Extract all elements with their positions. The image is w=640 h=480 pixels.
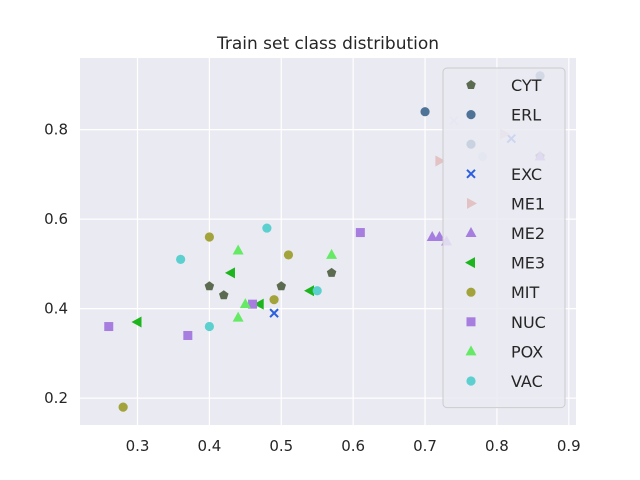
legend: CYT ERL EXC ME1 ME2 ME3 MIT NUC POX VAC (442, 67, 566, 409)
legend-label-erl: ERL (511, 106, 541, 125)
data-point-me2 (426, 231, 438, 242)
legend-marker-exc (466, 169, 476, 179)
legend-label-nuc: NUC (511, 313, 546, 332)
data-point-cyt (326, 267, 337, 277)
data-point-nuc (183, 330, 193, 340)
x-tick-label: 0.3 (126, 437, 150, 455)
data-point-vac (262, 223, 272, 233)
data-point-erl (420, 107, 430, 117)
data-point-nuc (355, 228, 365, 238)
legend-label-vac: VAC (511, 372, 543, 391)
tick-labels: 0.3 0.4 0.5 0.6 0.7 0.8 0.9 0.2 0.4 0.6 0.8 (44, 121, 581, 455)
data-point-pox (232, 244, 244, 255)
legend-marker-me1 (467, 197, 477, 209)
legend-marker-cyt (466, 80, 476, 90)
x-tick-label: 0.7 (413, 437, 437, 455)
x-tick-label: 0.6 (341, 437, 365, 455)
legend-marker-me3 (465, 257, 475, 269)
data-point-me3 (304, 285, 315, 297)
data-point-me3 (224, 267, 235, 279)
data-point-vac (312, 286, 322, 296)
data-point-mit (204, 232, 214, 242)
y-tick-label: 0.6 (44, 210, 68, 228)
x-tick-label: 0.8 (485, 437, 509, 455)
data-point-cyt (219, 290, 229, 300)
legend-label-mit: MIT (511, 283, 540, 302)
data-point-mit (283, 250, 294, 260)
data-point-mit (269, 295, 279, 305)
data-point-me3 (253, 298, 264, 310)
data-point-exc (269, 308, 279, 318)
legend-label-pox: POX (511, 342, 543, 361)
data-point-nuc (104, 322, 114, 332)
legend-marker-vac (466, 376, 476, 386)
legend-label-me1: ME1 (511, 194, 545, 213)
data-point-mit (118, 402, 128, 412)
chart-title: Train set class distribution (216, 34, 439, 54)
data-point-nuc (248, 299, 258, 309)
legend-marker-mit (466, 287, 476, 297)
x-tick-label: 0.9 (557, 437, 581, 455)
data-point-me2 (433, 231, 445, 242)
data-point-me1 (435, 155, 446, 167)
legend-marker-nuc (466, 317, 476, 327)
y-tick-label: 0.2 (44, 389, 68, 407)
y-tick-label: 0.4 (44, 300, 68, 318)
data-point-pox (326, 248, 338, 259)
data-point-me3 (131, 316, 142, 328)
legend-label-cyt: CYT (511, 76, 542, 95)
data-point-vac (176, 254, 186, 265)
legend-label-me2: ME2 (511, 224, 545, 243)
legend-marker-erl (466, 110, 476, 120)
x-tick-label: 0.4 (197, 437, 221, 455)
legend-box (442, 67, 566, 409)
legend-marker-me2 (465, 227, 477, 237)
legend-marker-unnamed (466, 139, 476, 149)
legend-marker-pox (465, 345, 477, 356)
data-point-pox (232, 311, 244, 322)
data-point-cyt (204, 281, 215, 291)
y-tick-label: 0.8 (44, 121, 68, 139)
data-point-cyt (276, 281, 287, 291)
data-point-vac (204, 321, 214, 332)
x-tick-label: 0.5 (269, 437, 293, 455)
legend-label-me3: ME3 (511, 254, 545, 273)
legend-label-exc: EXC (511, 165, 542, 184)
data-point-pox (239, 298, 251, 309)
